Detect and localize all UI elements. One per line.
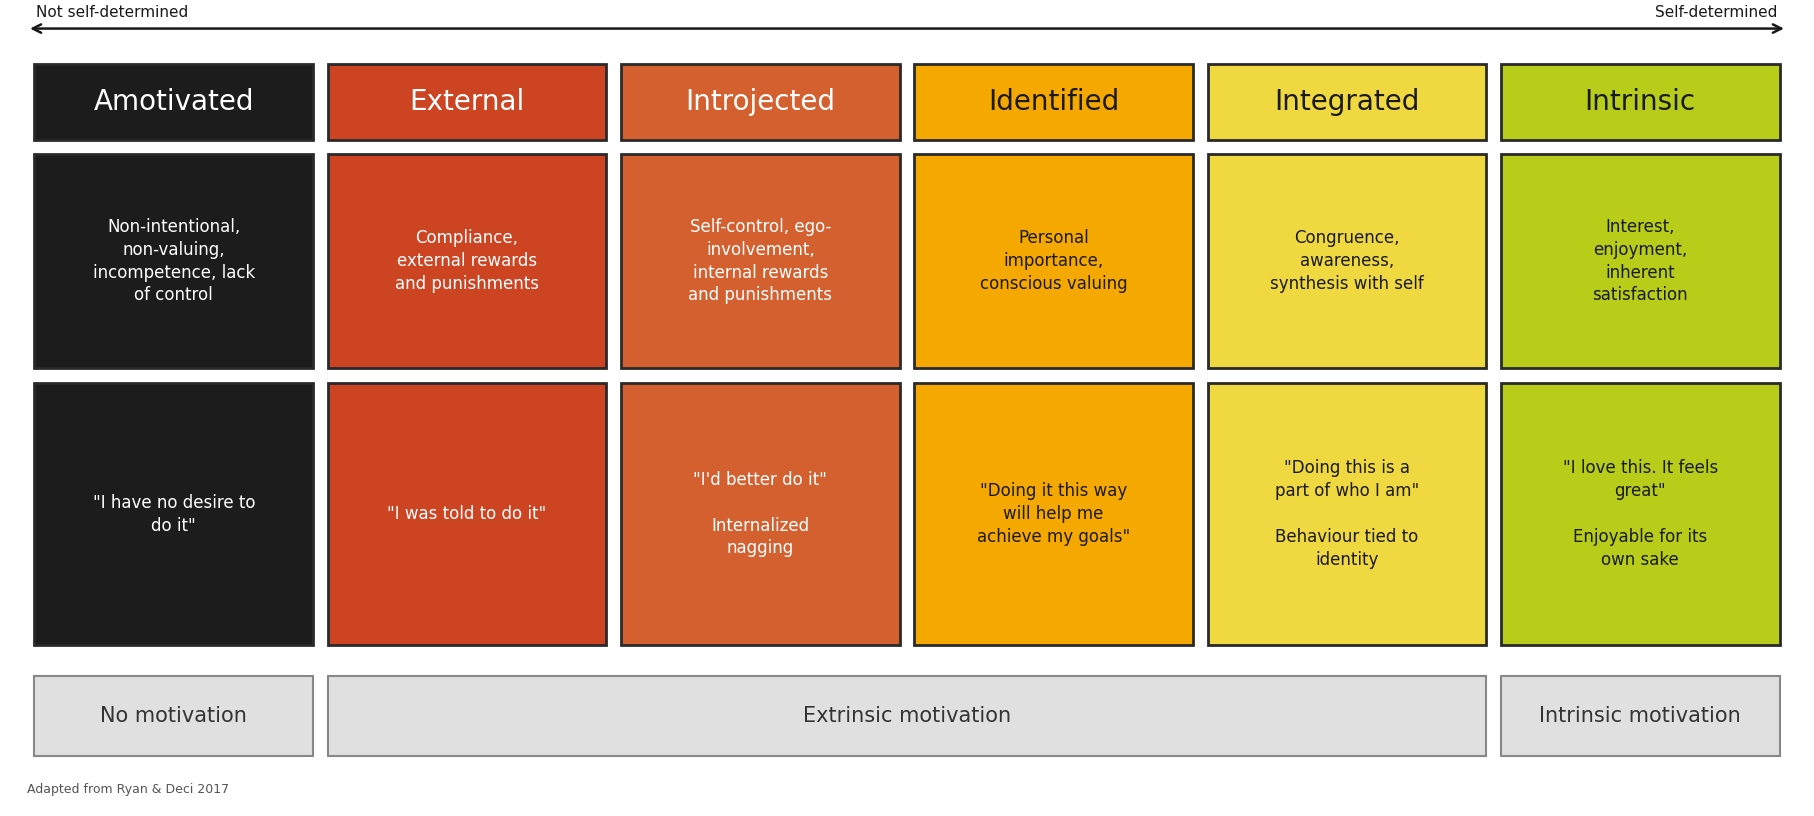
Bar [328,676,1486,756]
Bar [1500,383,1780,645]
Bar [1208,383,1486,645]
Text: Intrinsic motivation: Intrinsic motivation [1540,706,1741,726]
Bar [1500,676,1780,756]
Text: Interest,
enjoyment,
inherent
satisfaction: Interest, enjoyment, inherent satisfacti… [1593,218,1689,304]
Bar [34,383,314,645]
Bar [620,383,900,645]
Text: Introjected: Introjected [686,88,836,116]
Text: Amotivated: Amotivated [94,88,254,116]
Text: No motivation: No motivation [100,706,247,726]
Text: "I have no desire to
do it": "I have no desire to do it" [93,494,256,534]
Bar [620,64,900,140]
Text: Not self-determined: Not self-determined [36,6,189,20]
Bar [1500,154,1780,368]
Text: "Doing it this way
will help me
achieve my goals": "Doing it this way will help me achieve … [978,482,1130,546]
Text: "Doing this is a
part of who I am"

Behaviour tied to
identity: "Doing this is a part of who I am" Behav… [1275,459,1419,569]
Text: Compliance,
external rewards
and punishments: Compliance, external rewards and punishm… [395,229,539,293]
Bar [34,64,314,140]
Bar [34,154,314,368]
Text: Personal
importance,
conscious valuing: Personal importance, conscious valuing [980,229,1128,293]
Bar [914,383,1194,645]
Bar [34,676,314,756]
Text: External: External [410,88,524,116]
Text: Extrinsic motivation: Extrinsic motivation [804,706,1010,726]
Bar [914,64,1194,140]
Text: "I was told to do it": "I was told to do it" [388,505,546,523]
Bar [328,383,606,645]
Text: Integrated: Integrated [1273,88,1420,116]
Text: Self-control, ego-
involvement,
internal rewards
and punishments: Self-control, ego- involvement, internal… [688,218,833,304]
Text: "I love this. It feels
great"

Enjoyable for its
own sake: "I love this. It feels great" Enjoyable … [1562,459,1718,569]
Bar [1208,64,1486,140]
Bar [328,154,606,368]
Text: Identified: Identified [989,88,1119,116]
Bar [1500,64,1780,140]
Bar [1208,154,1486,368]
Text: Self-determined: Self-determined [1656,6,1778,20]
Bar [914,154,1194,368]
Bar [620,154,900,368]
Bar [328,64,606,140]
Text: Intrinsic: Intrinsic [1585,88,1696,116]
Text: "I'd better do it"

Internalized
nagging: "I'd better do it" Internalized nagging [693,471,827,557]
Text: Congruence,
awareness,
synthesis with self: Congruence, awareness, synthesis with se… [1270,229,1424,293]
Text: Non-intentional,
non-valuing,
incompetence, lack
of control: Non-intentional, non-valuing, incompeten… [93,218,256,304]
Text: Adapted from Ryan & Deci 2017: Adapted from Ryan & Deci 2017 [27,783,229,796]
